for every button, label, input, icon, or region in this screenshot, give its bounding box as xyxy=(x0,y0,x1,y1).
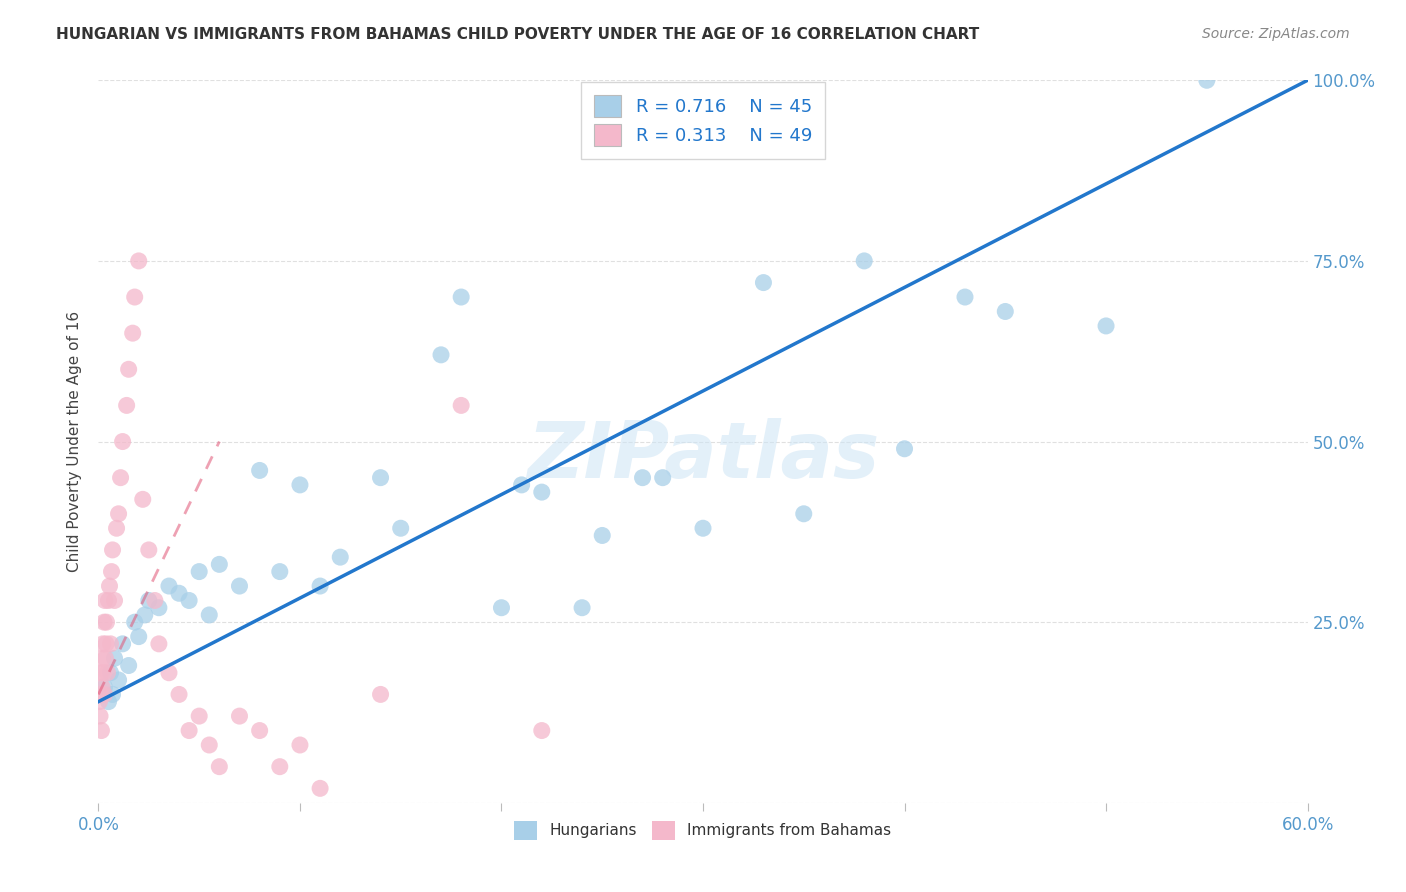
Point xyxy=(269,565,291,579)
Point xyxy=(491,600,513,615)
Point xyxy=(91,680,114,694)
Point xyxy=(118,658,141,673)
Legend: Hungarians, Immigrants from Bahamas: Hungarians, Immigrants from Bahamas xyxy=(509,815,897,846)
Point xyxy=(128,630,150,644)
Point xyxy=(893,442,915,456)
Point xyxy=(752,276,775,290)
Point xyxy=(93,680,115,694)
Point xyxy=(94,637,117,651)
Point xyxy=(1095,318,1118,333)
Point xyxy=(148,600,170,615)
Point xyxy=(115,398,138,412)
Point xyxy=(309,781,332,796)
Point xyxy=(530,485,553,500)
Point xyxy=(370,687,392,701)
Point xyxy=(89,687,111,701)
Y-axis label: Child Poverty Under the Age of 16: Child Poverty Under the Age of 16 xyxy=(67,311,83,572)
Point xyxy=(124,615,146,630)
Point xyxy=(121,326,143,341)
Point xyxy=(97,695,120,709)
Point xyxy=(208,760,231,774)
Point xyxy=(97,593,120,607)
Point xyxy=(188,565,211,579)
Point xyxy=(157,579,180,593)
Point xyxy=(208,558,231,572)
Point xyxy=(329,550,352,565)
Point xyxy=(450,290,472,304)
Point xyxy=(128,253,150,268)
Text: HUNGARIAN VS IMMIGRANTS FROM BAHAMAS CHILD POVERTY UNDER THE AGE OF 16 CORRELATI: HUNGARIAN VS IMMIGRANTS FROM BAHAMAS CHI… xyxy=(56,27,980,42)
Point xyxy=(96,615,118,630)
Point xyxy=(157,665,180,680)
Text: Source: ZipAtlas.com: Source: ZipAtlas.com xyxy=(1202,27,1350,41)
Point xyxy=(167,687,190,701)
Point xyxy=(94,593,117,607)
Point xyxy=(591,528,613,542)
Point xyxy=(198,607,221,622)
Point xyxy=(198,738,221,752)
Point xyxy=(90,665,112,680)
Point xyxy=(148,637,170,651)
Point xyxy=(179,593,201,607)
Point xyxy=(167,586,190,600)
Point xyxy=(101,687,124,701)
Point xyxy=(90,723,112,738)
Point xyxy=(110,471,132,485)
Point xyxy=(93,687,115,701)
Point xyxy=(994,304,1017,318)
Point xyxy=(389,521,412,535)
Point xyxy=(188,709,211,723)
Point xyxy=(853,253,876,268)
Point xyxy=(111,637,134,651)
Point xyxy=(530,723,553,738)
Point xyxy=(249,723,271,738)
Point xyxy=(100,637,122,651)
Point xyxy=(98,579,121,593)
Point xyxy=(228,709,250,723)
Point xyxy=(249,463,271,477)
Point xyxy=(101,542,124,557)
Point xyxy=(1195,73,1218,87)
Point xyxy=(91,637,114,651)
Point xyxy=(228,579,250,593)
Point xyxy=(631,471,654,485)
Point xyxy=(107,673,129,687)
Point xyxy=(124,290,146,304)
Point xyxy=(105,521,128,535)
Point xyxy=(94,651,117,665)
Point xyxy=(103,651,125,665)
Point xyxy=(107,507,129,521)
Point xyxy=(179,723,201,738)
Point xyxy=(93,615,115,630)
Point xyxy=(96,665,118,680)
Point xyxy=(288,478,311,492)
Point xyxy=(370,471,392,485)
Point xyxy=(269,760,291,774)
Point xyxy=(288,738,311,752)
Point xyxy=(91,651,114,665)
Point xyxy=(510,478,533,492)
Point xyxy=(134,607,156,622)
Point xyxy=(100,565,122,579)
Point xyxy=(103,593,125,607)
Point xyxy=(571,600,593,615)
Point xyxy=(132,492,155,507)
Point xyxy=(143,593,166,607)
Point xyxy=(309,579,332,593)
Point xyxy=(89,709,111,723)
Point xyxy=(89,695,111,709)
Point xyxy=(430,348,453,362)
Point xyxy=(93,665,115,680)
Point xyxy=(100,665,122,680)
Point xyxy=(450,398,472,412)
Point xyxy=(651,471,673,485)
Point xyxy=(111,434,134,449)
Point xyxy=(118,362,141,376)
Point xyxy=(138,542,160,557)
Point xyxy=(138,593,160,607)
Point xyxy=(793,507,815,521)
Point xyxy=(692,521,714,535)
Text: ZIPatlas: ZIPatlas xyxy=(527,418,879,494)
Point xyxy=(953,290,976,304)
